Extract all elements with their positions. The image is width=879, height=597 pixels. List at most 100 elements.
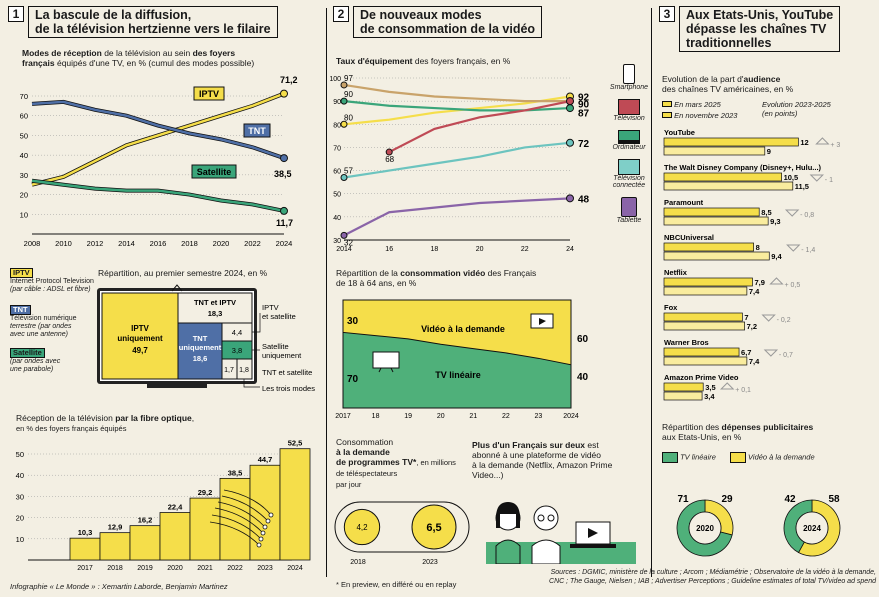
channel-label: Fox (664, 303, 678, 312)
fibre-bar (189, 497, 221, 561)
y-tick-label: 20 (20, 191, 28, 200)
donut-vod-label: 29 (721, 494, 733, 505)
section-2: 2 De nouveaux modes de consommation de l… (333, 6, 643, 38)
bar-mar-2025 (663, 347, 740, 357)
tablet-icon (621, 197, 637, 217)
person-man-icon (531, 505, 561, 564)
legend-iptv: IPTV Internet Protocol Television (par câ… (10, 268, 94, 293)
arrow-down-icon (784, 209, 800, 217)
bar-nov-2023 (663, 181, 794, 191)
y-tick-label: 50 (16, 450, 24, 459)
channel-label: YouTube (664, 128, 695, 137)
x-tick-label: 2020 (167, 565, 183, 572)
ad-spend-legend: TV linéaire Vidéo à la demande (662, 452, 815, 463)
svg-text:70: 70 (347, 374, 359, 385)
divider-2 (651, 8, 652, 577)
x-tick-label: 20 (437, 413, 445, 420)
value-label: 9 (767, 147, 771, 156)
x-tick-label: 2017 (77, 565, 93, 572)
svg-text:60: 60 (577, 334, 589, 345)
bar-mar-2025 (663, 242, 754, 252)
x-tick-label: 2016 (150, 239, 167, 248)
reception-labels: IPTV TNT Satellite 71,2 38,5 11,7 (191, 75, 298, 228)
bar-mar-2025 (663, 207, 760, 217)
vod-screen-icon (729, 452, 746, 463)
bar-mar-2025 (663, 277, 753, 287)
svg-text:1,8: 1,8 (239, 367, 249, 374)
sources: Sources : DGMIC, ministère de la culture… (549, 569, 876, 585)
svg-text:Les trois modes: Les trois modes (262, 384, 315, 393)
end-point (566, 97, 574, 106)
y-tick-label: 10 (16, 535, 24, 544)
arrow-down-icon (809, 174, 825, 182)
bar-nov-2023 (663, 251, 770, 261)
start-point (340, 81, 348, 89)
donut-year: 2024 (803, 524, 821, 533)
ad-spend-donuts: 2020 71 29 2024 42 58 (676, 494, 841, 557)
device-legend: Smartphone Télévision Ordinateur Télévis… (600, 64, 658, 224)
x-tick-label: 2014 (118, 239, 135, 248)
arrow-up-icon (769, 277, 784, 285)
end-point (566, 194, 574, 203)
fibre-bar (99, 532, 131, 561)
television-icon (618, 99, 640, 115)
ad-spend-title: Répartition des dépenses publicitaires a… (662, 422, 814, 442)
bar-nov-2023 (663, 146, 766, 156)
fibre-optic-illustration (209, 489, 274, 548)
evolution-label: - 0,7 (779, 352, 793, 359)
series-line (343, 100, 571, 112)
donut-lin-label: 42 (784, 494, 796, 505)
section-3-number: 3 (659, 6, 675, 22)
treemap-title: Répartition, au premier semestre 2024, e… (98, 268, 268, 278)
x-tick-label: 2022 (227, 565, 243, 572)
x-tick-label: 2018 (107, 565, 123, 572)
subscribers-text: Plus d'un Français sur deux est abonné à… (472, 440, 613, 480)
value-label: 8,5 (761, 208, 771, 217)
bar-mar-2025 (663, 137, 799, 147)
svg-text:6,5: 6,5 (426, 522, 441, 534)
end-point (280, 206, 288, 215)
value-label: 12 (800, 138, 808, 147)
donut-lin-label: 71 (677, 494, 689, 505)
start-point (340, 97, 348, 105)
x-tick-label: 2022 (244, 239, 261, 248)
value-label: 7,2 (747, 322, 757, 331)
bar-mar-2025 (663, 382, 704, 392)
x-tick-label: 2017 (335, 413, 351, 420)
y-tick-label: 30 (20, 171, 28, 180)
bar-value-label: 22,4 (168, 503, 183, 512)
arrow-down-icon (763, 349, 779, 357)
smartphone-icon (623, 64, 635, 84)
person-woman-icon (495, 502, 521, 564)
fibre-title: Réception de la télévision par la fibre … (16, 413, 195, 433)
donut-year: 2020 (696, 524, 714, 533)
x-tick-label: 22 (502, 413, 510, 420)
fibre-bar (69, 537, 101, 561)
linear-tv-icon (662, 452, 678, 463)
section-2-title: De nouveaux modes de consommation de la … (353, 6, 543, 38)
start-value-label: 68 (385, 155, 394, 164)
svg-text:30: 30 (347, 316, 359, 327)
bar-value-label: 10,3 (78, 528, 93, 537)
end-value-label: 72 (578, 139, 590, 150)
satellite-label: Satellite (197, 167, 232, 177)
evolution-label: + 0,5 (784, 282, 800, 289)
y-tick-label: 80 (333, 122, 341, 129)
svg-text:40: 40 (577, 372, 589, 383)
laptop-icon (570, 521, 616, 548)
y-tick-label: 40 (333, 215, 341, 222)
vod-consumption-title: Consommation à la demande de programmes … (336, 437, 456, 489)
linear-tv-icon (372, 351, 400, 373)
value-label: 7,4 (749, 357, 760, 366)
evolution-label: - 0,8 (800, 212, 814, 219)
evolution-label: - 1,4 (801, 247, 815, 254)
y-tick-label: 70 (333, 145, 341, 152)
legend-satellite: Satellite (par ondes avec une parabole) (10, 348, 61, 373)
start-value-label: 32 (344, 238, 353, 247)
channel-label: The Walt Disney Company (Disney+, Hulu..… (664, 163, 822, 172)
evolution-label: + 3 (830, 142, 840, 149)
video-share-title: Répartition de la consommation vidéo des… (336, 268, 537, 288)
svg-text:2023: 2023 (422, 559, 438, 566)
